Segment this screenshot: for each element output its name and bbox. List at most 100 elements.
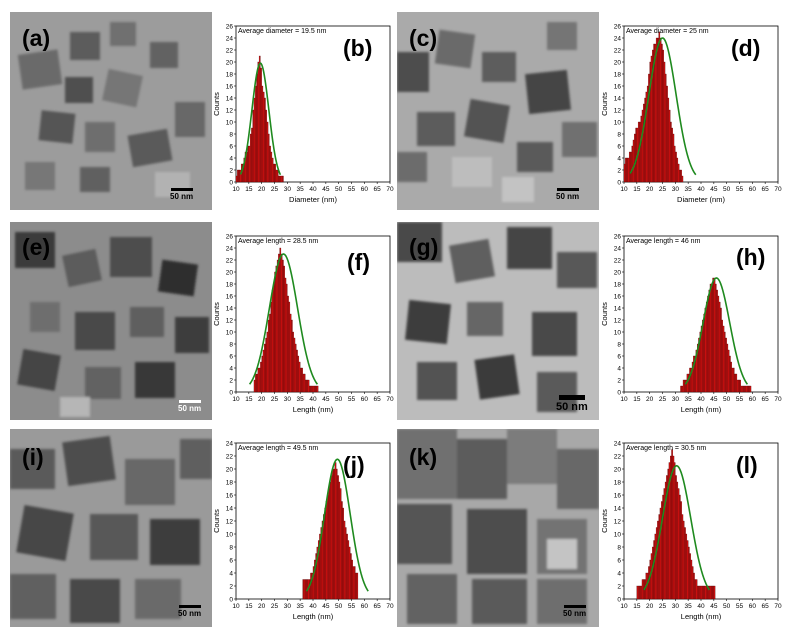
y-tick-label: 20 <box>614 466 622 473</box>
x-tick-label: 65 <box>374 396 382 403</box>
x-tick-label: 35 <box>685 396 693 403</box>
histogram-bar <box>664 73 667 183</box>
panel-label-a: (a) <box>22 25 51 51</box>
histogram-bar <box>686 540 689 600</box>
x-tick-label: 55 <box>348 603 356 610</box>
x-tick-label: 60 <box>749 603 757 610</box>
x-axis-label: Length (nm) <box>681 612 722 621</box>
histogram-bar <box>335 468 338 600</box>
panel-label-i: (i) <box>22 444 44 470</box>
histogram-bar <box>266 331 269 393</box>
histogram-bar <box>659 37 662 183</box>
histogram-bar <box>732 367 735 393</box>
x-tick-label: 20 <box>258 186 266 193</box>
histogram-bar <box>739 379 741 393</box>
histogram-bar <box>235 175 238 183</box>
histogram-bar <box>711 585 713 600</box>
histogram-bar <box>711 283 713 393</box>
x-tick-label: 40 <box>309 186 317 193</box>
histogram-bar <box>677 488 680 600</box>
histogram-bar <box>339 488 342 600</box>
x-tick-label: 30 <box>672 186 680 193</box>
histogram-bar <box>658 514 661 600</box>
histogram-bar <box>271 157 274 183</box>
histogram-bar <box>282 259 284 393</box>
histogram-bar <box>276 259 279 393</box>
histogram-bar <box>730 361 732 393</box>
histogram-bar <box>249 133 252 183</box>
histogram-bar <box>310 572 312 600</box>
scale-bar-text-e: 50 nm <box>178 404 202 413</box>
histogram-bar <box>662 49 664 183</box>
histogram-bar <box>285 283 288 393</box>
panel-label-f: (f) <box>347 249 370 275</box>
histogram-bar <box>270 151 273 183</box>
y-axis-label: Counts <box>214 92 221 116</box>
histogram-bar <box>743 385 745 393</box>
y-tick-label: 12 <box>614 518 622 525</box>
histogram-bar <box>626 157 628 183</box>
histogram-bar <box>351 559 353 600</box>
x-tick-label: 65 <box>374 186 382 193</box>
average-annotation: Average diameter = 19.5 nm <box>238 28 327 35</box>
y-tick-label: 12 <box>614 317 622 324</box>
histogram-bar <box>673 462 676 600</box>
y-tick-label: 0 <box>617 389 621 396</box>
histogram-bar <box>332 468 334 600</box>
x-tick-label: 30 <box>284 396 292 403</box>
histogram-bar <box>731 367 734 393</box>
x-tick-label: 65 <box>762 396 770 403</box>
histogram-bar <box>680 501 682 600</box>
histogram-bar <box>641 109 644 183</box>
x-tick-label: 70 <box>386 186 394 193</box>
histogram-bar <box>352 566 355 600</box>
histogram-bar <box>267 133 270 183</box>
y-axis-label: Counts <box>214 302 221 326</box>
gaussian-fit-line <box>629 37 697 176</box>
histogram-bar <box>258 55 261 183</box>
histogram-bar <box>337 475 339 600</box>
histogram-bar <box>303 579 306 600</box>
x-tick-label: 55 <box>736 603 744 610</box>
histogram-bar <box>748 385 750 393</box>
histogram-bar <box>640 115 643 183</box>
histogram-bar <box>666 85 668 183</box>
histogram-bar <box>654 533 657 600</box>
histogram-bar <box>305 579 307 600</box>
histogram-bar <box>302 579 305 600</box>
histogram-bar <box>296 349 298 393</box>
histogram-bar <box>650 553 653 600</box>
histogram-bar <box>291 319 293 393</box>
y-tick-label: 0 <box>229 179 233 186</box>
histogram-bar <box>680 385 682 393</box>
x-tick-label: 40 <box>309 396 317 403</box>
gaussian-fit-line <box>684 277 749 385</box>
histogram-bar <box>260 361 262 393</box>
histogram-bar <box>740 385 743 393</box>
scale-bar-text-g: 50 nm <box>556 401 588 413</box>
y-tick-label: 6 <box>229 353 233 360</box>
histogram-bar <box>310 385 312 393</box>
x-tick-label: 20 <box>646 603 654 610</box>
histogram-bar <box>703 313 705 393</box>
histogram-bar <box>316 385 319 393</box>
y-tick-label: 26 <box>614 23 622 30</box>
histogram-bar <box>652 546 654 600</box>
x-tick-label: 45 <box>322 396 330 403</box>
tem-image-e <box>10 222 212 420</box>
histogram-bar <box>673 145 676 183</box>
x-tick-label: 60 <box>361 603 369 610</box>
histogram-bar <box>722 325 725 393</box>
y-tick-label: 6 <box>617 143 621 150</box>
histogram-bar <box>634 133 636 183</box>
x-tick-label: 50 <box>723 603 731 610</box>
y-tick-label: 14 <box>614 505 622 512</box>
histogram-bar <box>309 385 311 393</box>
y-tick-label: 22 <box>614 47 622 54</box>
x-tick-label: 45 <box>710 603 718 610</box>
y-tick-label: 20 <box>226 466 234 473</box>
x-tick-label: 35 <box>297 603 305 610</box>
histogram-bar <box>279 247 282 393</box>
histogram-bar <box>699 585 702 600</box>
y-tick-label: 2 <box>617 167 621 174</box>
